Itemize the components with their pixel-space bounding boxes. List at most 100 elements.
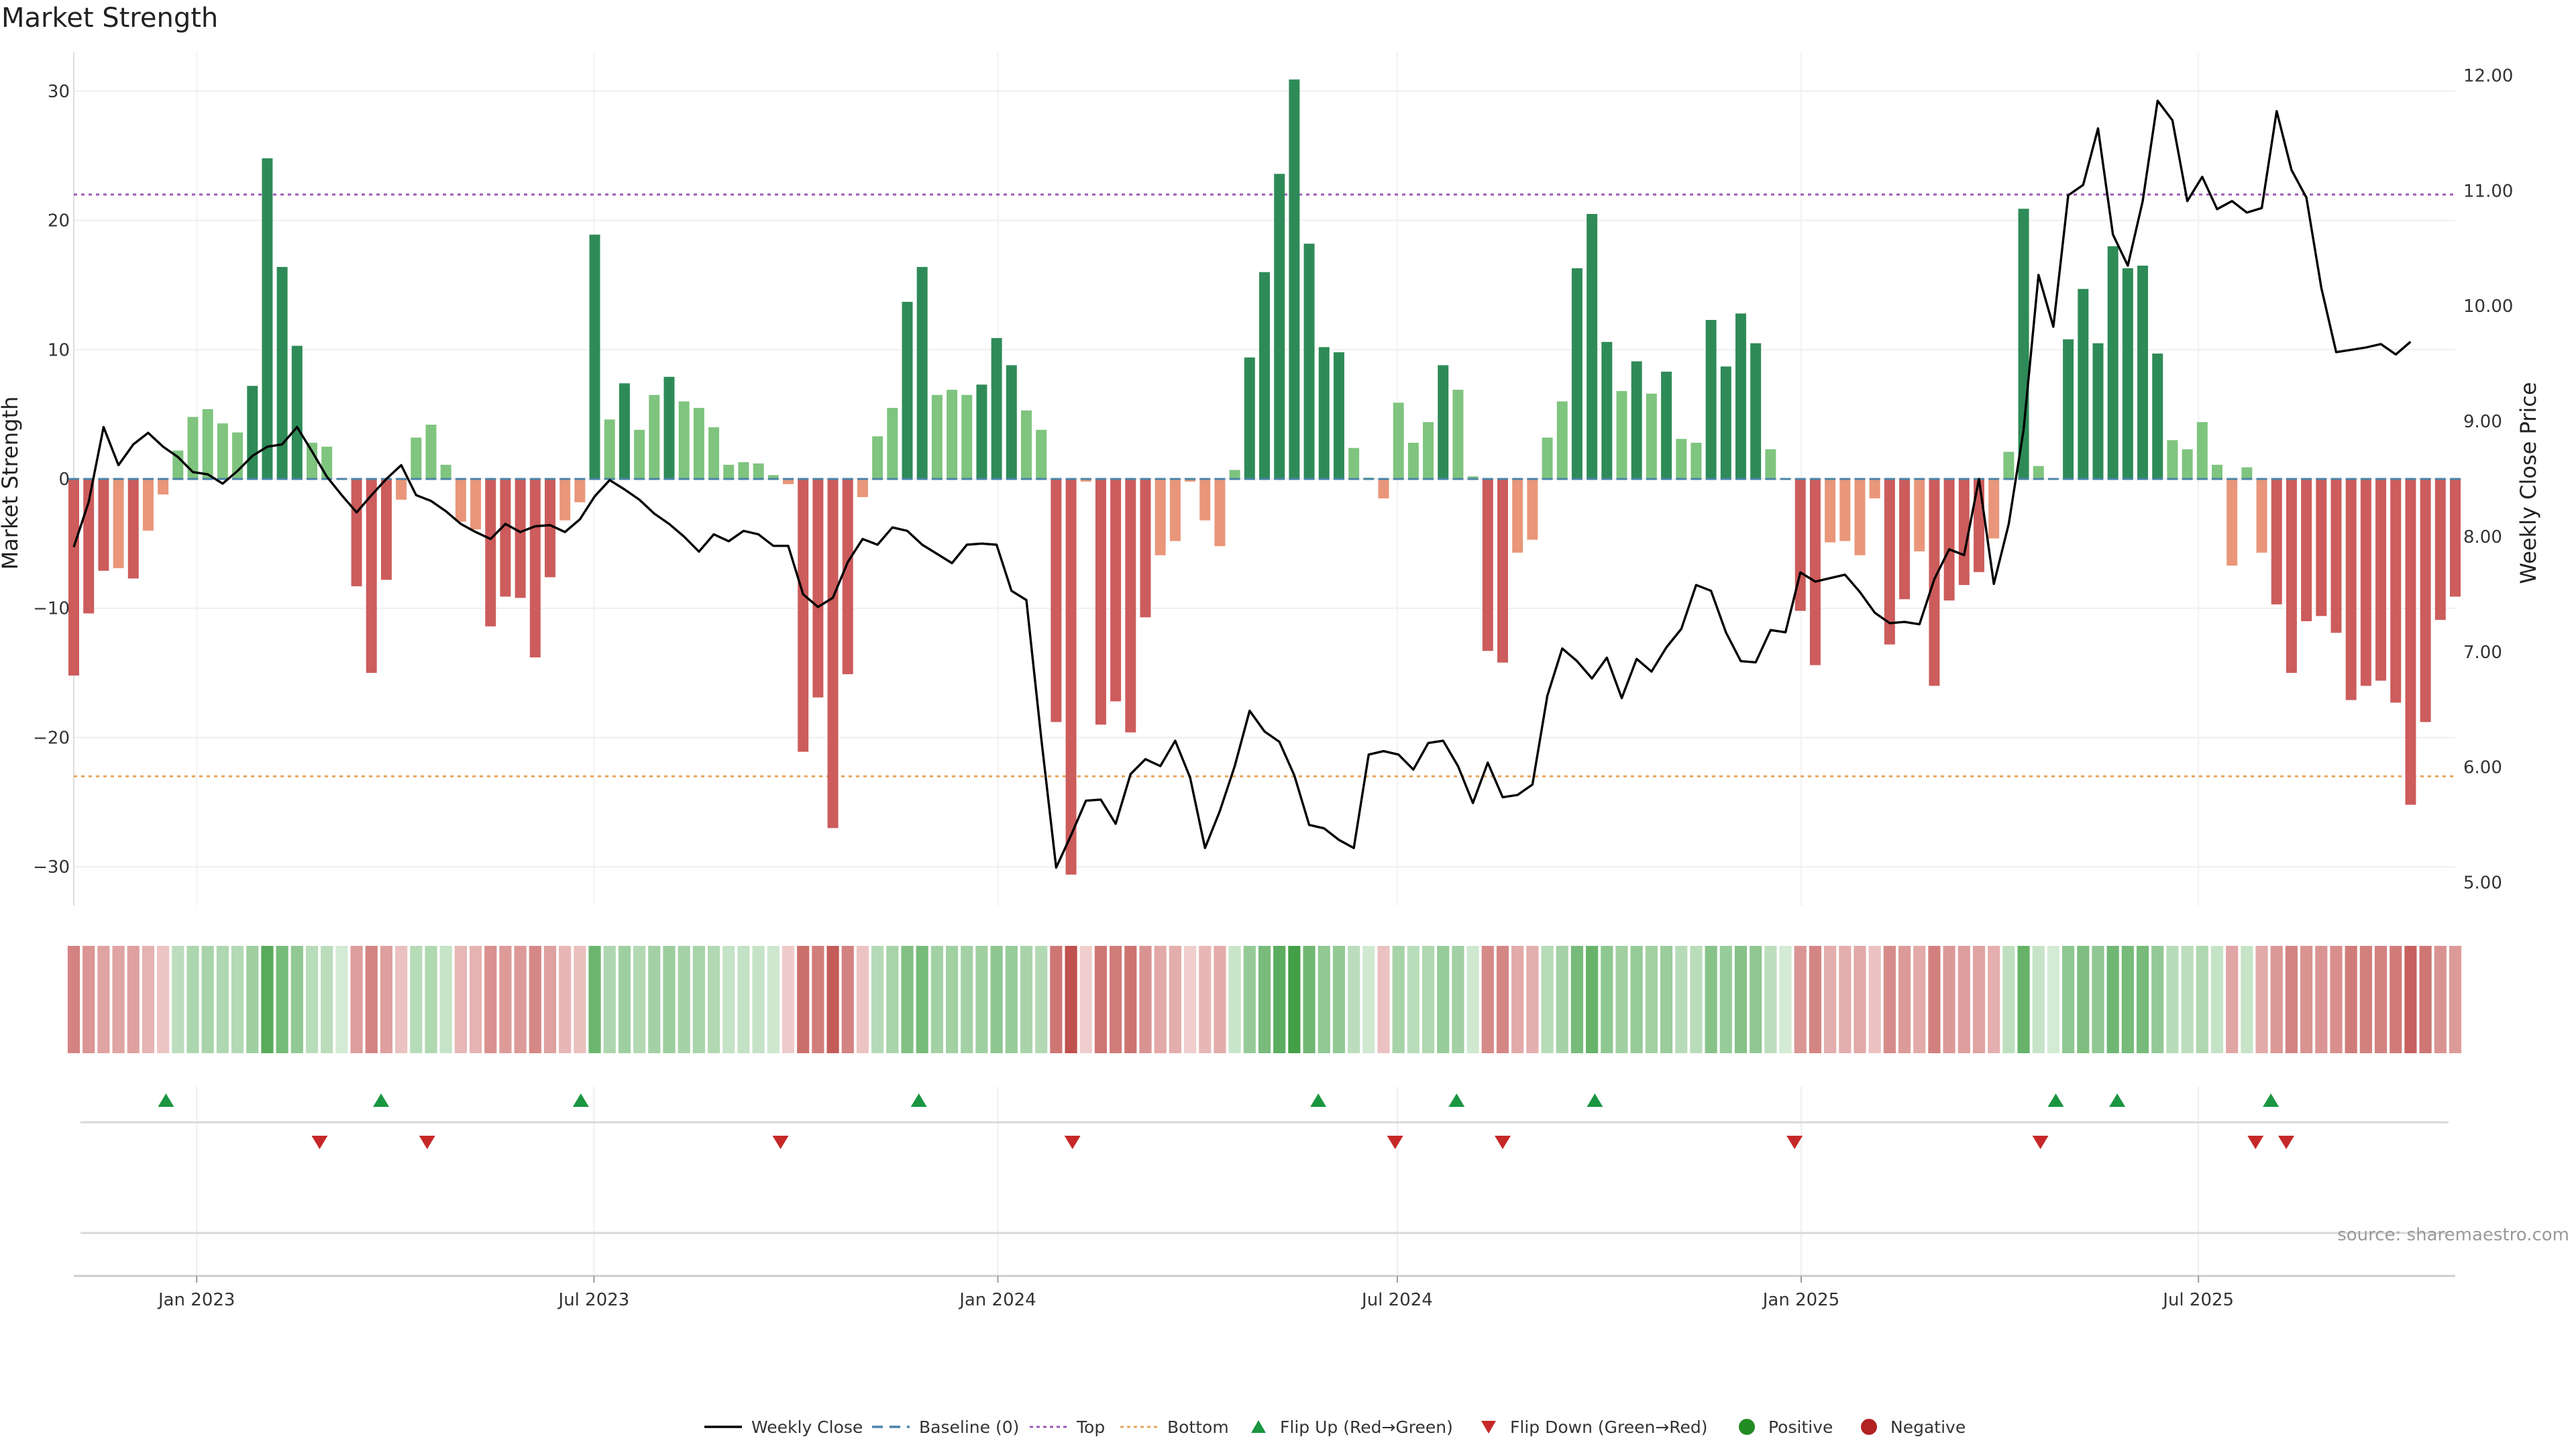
strength-bar [2152, 354, 2163, 479]
strength-bar [1527, 479, 1538, 540]
heat-cell [1154, 946, 1167, 1053]
strength-bar [827, 479, 839, 828]
legend-swatch-flip-down [1481, 1421, 1496, 1434]
heat-cell [112, 946, 125, 1053]
heat-cell [2330, 946, 2343, 1053]
strength-bar [158, 479, 169, 495]
heat-cell [514, 946, 527, 1053]
heat-cell [1377, 946, 1390, 1053]
strength-bar [366, 479, 377, 674]
y2-tick-label: 6.00 [2463, 758, 2502, 778]
strength-bar [649, 394, 660, 479]
strength-bar [1631, 361, 1642, 479]
legend-swatch-circle [1739, 1419, 1755, 1435]
strength-bar [1155, 479, 1166, 555]
strength-bar [68, 479, 79, 676]
heat-cell [2300, 946, 2313, 1053]
heat-cell [2359, 946, 2372, 1053]
flip-up-marker [1587, 1093, 1603, 1107]
heat-cell [410, 946, 423, 1053]
flip-up-marker [1310, 1093, 1327, 1107]
heat-cell [990, 946, 1003, 1053]
strength-bar [2345, 479, 2357, 700]
flip-down-marker [1387, 1136, 1403, 1149]
heat-cell [1601, 946, 1613, 1053]
strength-bar [1318, 347, 1330, 479]
y2-tick-label: 5.00 [2463, 873, 2502, 894]
heat-cell [2226, 946, 2239, 1053]
strength-bar [1542, 437, 1553, 479]
heat-cell [395, 946, 408, 1053]
legend-swatch-flip-up [1251, 1420, 1266, 1433]
heat-cell [425, 946, 437, 1053]
strength-bar [98, 479, 109, 571]
heat-cell [261, 946, 274, 1053]
heat-cell [1883, 946, 1896, 1053]
strength-bar [485, 479, 496, 627]
strength-bar [902, 301, 913, 479]
strength-bar [440, 464, 451, 479]
flip-up-marker [2109, 1093, 2126, 1107]
legend-label: Flip Up (Red→Green) [1280, 1417, 1453, 1437]
strength-bar [1601, 341, 1613, 479]
strength-bar [842, 479, 853, 675]
strength-bar [2122, 268, 2133, 479]
strength-bar [947, 390, 958, 479]
strength-bar [1289, 79, 1300, 480]
strength-bar [1616, 390, 1627, 479]
strength-bar [1051, 479, 1062, 722]
strength-bar [202, 409, 213, 479]
heat-cell [1556, 946, 1568, 1053]
legend-label: Weekly Close [751, 1417, 863, 1437]
heat-cell [2047, 946, 2060, 1053]
flip-down-marker [2247, 1136, 2264, 1149]
weekly-close-path [72, 99, 2412, 869]
heat-cell [321, 946, 333, 1053]
y-axis-label-right: Weekly Close Price [2516, 382, 2541, 584]
strength-bar [1407, 443, 1419, 479]
heat-cell [1719, 946, 1732, 1053]
heat-cell [335, 946, 348, 1053]
heat-cell [1794, 946, 1807, 1053]
heat-cell [2241, 946, 2253, 1053]
heat-cell [2106, 946, 2119, 1053]
heat-cell [2062, 946, 2075, 1053]
heat-cell [1273, 946, 1286, 1053]
heat-cell [1169, 946, 1181, 1053]
strength-bar [1169, 479, 1181, 541]
strength-bar [753, 463, 764, 479]
heat-cell [2345, 946, 2357, 1053]
strength-bar [1794, 479, 1806, 611]
grid-lines [73, 52, 2455, 1276]
x-tick-label: Jan 2024 [958, 1290, 1036, 1310]
heat-cell [1839, 946, 1851, 1053]
legend-label: Positive [1768, 1417, 1833, 1437]
strength-bar [2256, 479, 2267, 553]
flip-up-marker [910, 1093, 927, 1107]
strength-bar [1214, 479, 1226, 547]
strength-bar [2018, 209, 2029, 479]
strength-bar [1140, 479, 1151, 618]
y2-tick-label: 9.00 [2463, 412, 2502, 432]
strength-bar [678, 401, 690, 479]
heat-cell [752, 946, 765, 1053]
strength-bar [127, 479, 139, 579]
heat-cell [1511, 946, 1524, 1053]
heat-cell [1228, 946, 1241, 1053]
strength-bar [2330, 479, 2342, 633]
heat-cell [1421, 946, 1435, 1053]
strength-bar [1259, 272, 1270, 479]
heat-cell [901, 946, 914, 1053]
reference-lines [74, 193, 2455, 777]
strength-bars [68, 79, 2461, 875]
heat-cell [2136, 946, 2149, 1053]
strength-bar [2182, 449, 2193, 479]
heat-cell [1928, 946, 1941, 1053]
chart-title: Market Strength [1, 3, 218, 34]
strength-bar [351, 479, 362, 586]
heat-cell [1957, 946, 1970, 1053]
legend-label: Top [1076, 1417, 1105, 1437]
strength-bar [1095, 479, 1106, 725]
strength-bar [1809, 479, 1821, 665]
heat-cell [1124, 946, 1137, 1053]
